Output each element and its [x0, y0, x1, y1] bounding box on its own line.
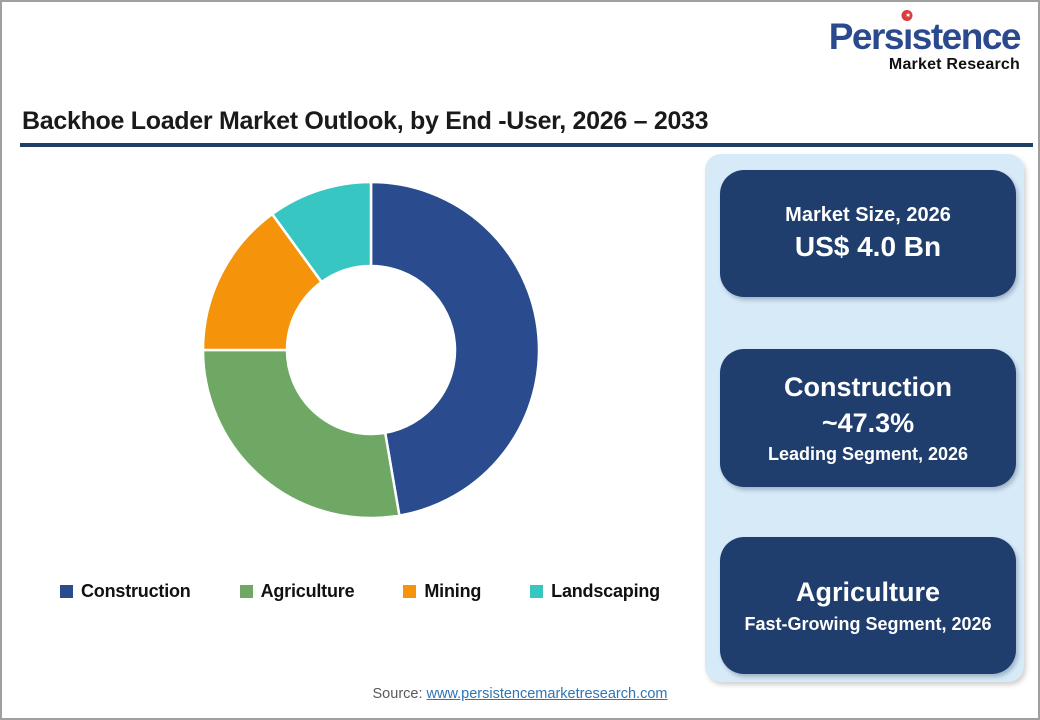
leading-segment-card-title: Construction	[784, 371, 952, 402]
logo-brand-prefix: Pers	[828, 16, 905, 57]
market-size-card-value: US$ 4.0 Bn	[794, 230, 942, 262]
legend-marker-construction	[60, 585, 73, 598]
pie-slice-construction	[369, 180, 541, 517]
persistence-market-research-logo: Persı ✶ stence Market Research	[828, 10, 1022, 74]
legend-item-landscaping: Landscaping	[530, 581, 660, 602]
legend-label-agriculture: Agriculture	[260, 581, 355, 601]
legend-item-agriculture: Agriculture	[239, 581, 355, 602]
chart-legend: Construction Agriculture Mining Landscaping	[60, 581, 660, 602]
fast-growing-card-caption: Fast-Growing Segment, 2026	[744, 613, 992, 634]
logo-red-dot-icon: ✶	[901, 10, 913, 21]
leading-segment-card-caption: Leading Segment, 2026	[767, 444, 969, 465]
source-link[interactable]: www.persistencemarketresearch.com	[426, 686, 668, 702]
legend-label-landscaping: Landscaping	[551, 581, 660, 601]
fast-growing-card-title: Agriculture	[795, 577, 941, 608]
donut-chart	[201, 180, 541, 520]
leading-segment-card: Construction ~47.3% Leading Segment, 202…	[720, 349, 1016, 487]
title-underline	[20, 143, 1033, 147]
logo-brand-suffix: stence	[911, 16, 1022, 57]
logo-brand-text: Persı ✶ stence	[828, 10, 1022, 57]
fast-growing-segment-card: Agriculture Fast-Growing Segment, 2026	[720, 537, 1016, 674]
pie-slice-agriculture	[201, 348, 401, 520]
legend-item-mining: Mining	[403, 581, 481, 602]
logo-i-glyph: ı	[902, 16, 913, 57]
legend-marker-agriculture	[239, 585, 253, 598]
legend-label-construction: Construction	[81, 581, 191, 601]
pie-slice-landscaping	[271, 180, 373, 284]
legend-marker-landscaping	[530, 585, 544, 598]
source-line: Source: www.persistencemarketresearch.co…	[2, 686, 1038, 702]
page-title: Backhoe Loader Market Outlook, by End -U…	[22, 107, 709, 135]
legend-label-mining: Mining	[424, 581, 482, 601]
market-size-card: Market Size, 2026 US$ 4.0 Bn	[720, 170, 1016, 297]
leading-segment-card-value: ~47.3%	[821, 407, 915, 438]
legend-marker-mining	[403, 585, 417, 598]
market-size-card-title: Market Size, 2026	[785, 203, 951, 226]
legend-item-construction: Construction	[60, 581, 191, 602]
highlights-panel: Market Size, 2026 US$ 4.0 Bn Constructio…	[705, 154, 1024, 682]
source-label: Source:	[372, 686, 427, 702]
logo-dotted-i: ı ✶	[901, 10, 913, 57]
logo-subtitle: Market Research	[888, 56, 1020, 73]
